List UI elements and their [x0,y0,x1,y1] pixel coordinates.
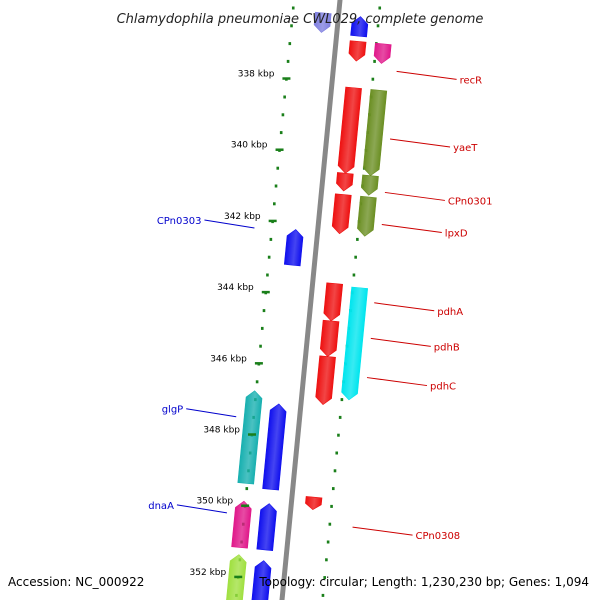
gene-arrow[interactable] [348,40,367,62]
scale-dot [323,576,326,580]
gene-arrow-pdhb[interactable] [341,286,369,401]
gene-label-recr[interactable]: recR [460,75,483,86]
scale-dot [378,6,382,10]
scale-tick-label: 348 kbp [203,426,240,436]
scale-dot [291,6,295,10]
scale-tick-label: 350 kbp [196,497,233,507]
scale-dot [328,522,332,526]
scale-dot [281,113,285,117]
scale-dot [260,326,264,330]
map-title: Chlamydophila pneumoniae CWL029, complet… [117,12,484,27]
gene-arrow-glgp[interactable] [237,390,263,485]
gene-label-glgp[interactable]: glgP [162,405,184,416]
label-leader-line [176,504,228,514]
scale-dot [286,59,290,63]
label-leader-line [370,337,431,347]
gene-labels: recR yaeT CPn0301 lpxD CPn0303 pdhA pdhB pdhC gl… [148,70,493,542]
scale-dot [373,59,376,63]
label-leader-line [384,191,445,201]
gene-arrow-cpn0303[interactable] [283,229,304,267]
label-leader-line [186,408,237,418]
label-leader-line [352,526,413,536]
gene-arrow-recr[interactable] [373,42,392,64]
gene-arrow-pdha[interactable] [323,282,344,322]
gene-arrow[interactable] [231,500,252,549]
scale-dot [279,131,283,135]
label-leader-line [204,219,255,229]
label-leader-line [374,302,435,312]
gene-arrow[interactable] [331,193,352,235]
gene-arrow-lpxd[interactable] [357,195,377,237]
scale-dot [262,309,266,313]
gene-arrow[interactable] [336,172,354,192]
gene-label-lpxd[interactable]: lpxD [445,228,468,239]
scale-dot [276,166,280,170]
scale-dot [288,42,292,46]
scale-tick-label: 342 kbp [224,212,261,222]
scale-dot [283,95,286,99]
genome-backbone [279,0,343,600]
gene-arrow[interactable] [337,86,362,174]
gene-arrow[interactable] [262,403,287,491]
gene-label-dnaa[interactable]: dnaA [148,501,174,512]
genome-stats-text: Topology: circular; Length: 1,230,230 bp… [258,575,589,589]
scale-dot [352,273,356,277]
scale-dot [290,24,293,28]
scale-dot [338,415,342,419]
scale-dot [371,77,375,81]
scale-tick-label: 340 kbp [231,141,268,151]
gene-arrow-yaet[interactable] [362,89,388,176]
gene-arrow[interactable] [250,560,272,600]
scale-dot [267,255,271,259]
gene-arrow[interactable] [350,16,369,38]
gene-arrow[interactable] [313,11,332,33]
scale-tick-label: 346 kbp [210,354,247,364]
label-leader-line [389,138,451,148]
gene-arrow-dnaa[interactable] [256,503,277,552]
gene-label-pdhb[interactable]: pdhB [434,342,460,353]
gene-arrow-cpn0301[interactable] [361,174,379,196]
label-leader-line [381,223,442,233]
scale-ticks: 338 kbp 340 kbp 342 kbp 344 kbp 346 kbp 348 k… [190,70,291,579]
scale-dot [330,504,333,508]
scale-tick-label: 338 kbp [238,70,275,80]
label-leader-line [366,377,428,387]
gene-features [226,11,392,600]
scale-dot [376,24,380,28]
gene-arrow-pdhc[interactable] [315,355,336,405]
scale-dot [269,237,273,241]
scale-dot [259,344,262,348]
scale-dot [325,558,328,562]
scale-dot [335,451,339,455]
scale-dot [266,273,269,277]
gene-label-cpn0303[interactable]: CPn0303 [157,216,202,227]
scale-dot [255,380,259,384]
scale-dot [321,593,325,597]
scale-tick-label: 344 kbp [217,283,254,293]
scale-dot [340,398,344,402]
scale-dot [326,540,330,544]
gene-label-pdhc[interactable]: pdhC [430,382,456,393]
label-leader-line [396,70,457,80]
accession-text: Accession: NC_000922 [8,575,144,589]
gene-label-pdha[interactable]: pdhA [437,307,463,318]
gene-label-cpn0308[interactable]: CPn0308 [416,531,461,542]
scale-dot [245,487,249,491]
gene-arrow[interactable] [319,319,340,357]
scale-dot [354,255,357,259]
gene-arrow-cpn0308[interactable] [305,496,323,510]
scale-dot [356,237,359,241]
scale-tick-label: 352 kbp [190,568,227,578]
gene-label-cpn0301[interactable]: CPn0301 [448,196,493,207]
scale-dot [337,433,340,437]
gene-label-yaet[interactable]: yaeT [453,143,478,154]
scale-dot [331,487,335,491]
scale-dot [333,469,337,473]
scale-dot [274,184,278,188]
scale-dot [273,202,276,206]
